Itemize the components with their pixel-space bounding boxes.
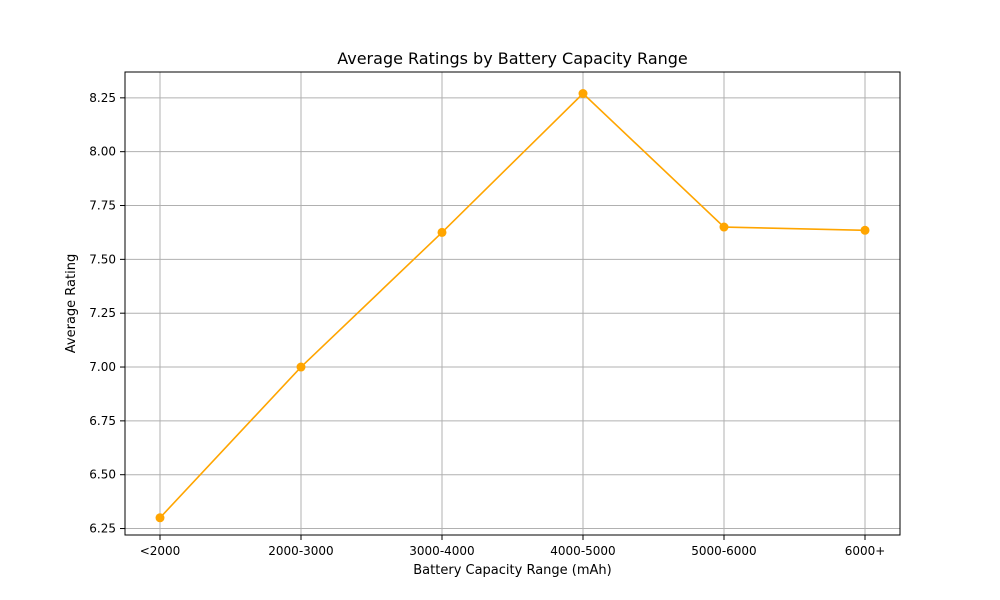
series-line [159, 92, 866, 519]
y-tick-label: 6.25 [89, 522, 116, 536]
y-tick-label: 7.50 [89, 252, 116, 266]
y-tick-label: 8.25 [89, 91, 116, 105]
y-axis-label: Average Rating [64, 254, 79, 353]
data-point [860, 225, 870, 235]
plot-frame [124, 71, 901, 536]
y-tick-label: 7.00 [89, 360, 116, 374]
x-tick-label: 5000-6000 [691, 544, 756, 558]
y-tick-label: 6.75 [89, 414, 116, 428]
x-tick-label: 2000-3000 [268, 544, 333, 558]
y-tick-label: 7.25 [89, 306, 116, 320]
series-layer [155, 89, 870, 523]
data-point [437, 227, 447, 237]
y-tick-label: 6.50 [89, 468, 116, 482]
grid [125, 72, 900, 535]
axis-ticks: <2000 2000-3000 3000-4000 4000-5000 5000-600… [89, 91, 885, 558]
data-point [296, 362, 306, 372]
x-tick-label: 3000-4000 [409, 544, 474, 558]
y-tick-label: 7.75 [89, 199, 116, 213]
chart-title: Average Ratings by Battery Capacity Rang… [337, 49, 688, 68]
x-tick-label: <2000 [140, 544, 181, 558]
data-point [719, 222, 729, 232]
y-tick-label: 8.00 [89, 145, 116, 159]
data-point [155, 513, 165, 523]
x-axis-label: Battery Capacity Range (mAh) [413, 563, 611, 578]
x-tick-label: 4000-5000 [550, 544, 615, 558]
data-point [578, 89, 588, 99]
x-tick-label: 6000+ [845, 544, 886, 558]
